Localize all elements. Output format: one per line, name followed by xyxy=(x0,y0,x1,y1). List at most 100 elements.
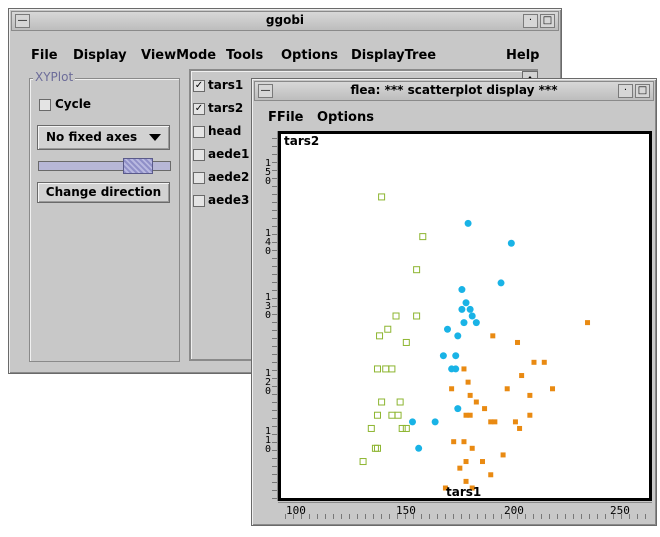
scatter-point[interactable] xyxy=(373,444,381,452)
menu-options[interactable]: Options xyxy=(317,110,374,125)
window-menu-button[interactable]: — xyxy=(15,14,30,28)
change-direction-button[interactable]: Change direction xyxy=(37,182,170,203)
scatter-point[interactable] xyxy=(467,392,473,398)
scatter-point[interactable] xyxy=(408,418,416,426)
scatter-point[interactable] xyxy=(462,299,470,307)
scatter-point[interactable] xyxy=(458,286,466,294)
scatter-point[interactable] xyxy=(461,366,467,372)
scatter-point[interactable] xyxy=(464,219,472,227)
scatter-point[interactable] xyxy=(359,458,367,466)
scatter-point[interactable] xyxy=(454,405,462,413)
scatter-point[interactable] xyxy=(378,398,386,406)
variable-checkbox[interactable] xyxy=(193,195,205,207)
scatter-point[interactable] xyxy=(517,425,523,431)
scatter-point[interactable] xyxy=(394,411,402,419)
variable-row[interactable]: aede3 xyxy=(193,192,263,212)
horizontal-ruler[interactable]: 100 150 200 250 xyxy=(278,502,652,519)
variable-checkbox[interactable] xyxy=(193,149,205,161)
scatter-point[interactable] xyxy=(396,398,404,406)
scatter-point[interactable] xyxy=(480,459,486,465)
scatter-point[interactable] xyxy=(497,279,505,287)
scatter-point[interactable] xyxy=(500,452,506,458)
scatter-point[interactable] xyxy=(419,233,427,241)
scatter-point[interactable] xyxy=(527,412,533,418)
scatter-point[interactable] xyxy=(452,365,460,373)
scatter-point[interactable] xyxy=(527,392,533,398)
scatter-point[interactable] xyxy=(467,412,473,418)
scatter-point[interactable] xyxy=(469,485,475,491)
ggobi-titlebar[interactable]: — ggobi · □ xyxy=(11,11,559,31)
scatter-point[interactable] xyxy=(443,325,451,333)
maximize-button[interactable]: □ xyxy=(635,84,650,98)
menu-options[interactable]: Options xyxy=(281,48,338,63)
scatter-point[interactable] xyxy=(388,411,396,419)
scatter-point[interactable] xyxy=(507,239,515,247)
vertical-ruler[interactable] xyxy=(261,131,278,501)
scatter-point[interactable] xyxy=(415,444,423,452)
scatter-point[interactable] xyxy=(373,365,381,373)
variable-checkbox[interactable] xyxy=(193,172,205,184)
scatter-point[interactable] xyxy=(504,386,510,392)
scatter-point[interactable] xyxy=(492,419,498,425)
slider-handle[interactable] xyxy=(123,158,153,174)
scatter-point[interactable] xyxy=(413,266,421,274)
scatter-point[interactable] xyxy=(413,312,421,320)
variable-row[interactable]: head xyxy=(193,123,263,143)
scatter-point[interactable] xyxy=(402,338,410,346)
variable-row[interactable]: ✓ tars1 xyxy=(193,77,263,97)
scatter-point[interactable] xyxy=(473,399,479,405)
scatter-point[interactable] xyxy=(488,419,494,425)
window-menu-button[interactable]: — xyxy=(258,84,273,98)
scatter-point[interactable] xyxy=(452,352,460,360)
scatter-point[interactable] xyxy=(472,319,480,327)
scatter-point[interactable] xyxy=(431,418,439,426)
scatter-point[interactable] xyxy=(439,352,447,360)
scatter-point[interactable] xyxy=(373,411,381,419)
scatter-point[interactable] xyxy=(585,320,591,326)
scatter-point[interactable] xyxy=(457,465,463,471)
scatter-point[interactable] xyxy=(488,472,494,478)
axes-select[interactable]: No fixed axes xyxy=(37,125,170,150)
direction-slider[interactable] xyxy=(38,158,171,174)
scatter-point[interactable] xyxy=(398,424,406,432)
scatter-point[interactable] xyxy=(519,373,525,379)
scatter-point[interactable] xyxy=(458,305,466,313)
scatter-point[interactable] xyxy=(463,459,469,465)
scatter-point[interactable] xyxy=(463,478,469,484)
minimize-button[interactable]: · xyxy=(523,14,538,28)
scatter-point[interactable] xyxy=(531,359,537,365)
scatter-point[interactable] xyxy=(402,424,410,432)
menu-file[interactable]: File xyxy=(31,48,58,63)
scatterplot-canvas[interactable]: tars2 tars1 xyxy=(278,131,652,501)
scatter-point[interactable] xyxy=(469,445,475,451)
cycle-checkbox[interactable] xyxy=(39,99,51,111)
scatter-point[interactable] xyxy=(461,439,467,445)
scatter-point[interactable] xyxy=(541,359,547,365)
scatter-point[interactable] xyxy=(388,365,396,373)
scatter-point[interactable] xyxy=(465,379,471,385)
scatter-point[interactable] xyxy=(468,312,476,320)
scatter-point[interactable] xyxy=(384,325,392,333)
scatter-point[interactable] xyxy=(442,485,448,491)
scatterplot-titlebar[interactable]: — flea: *** scatterplot display *** · □ xyxy=(254,81,654,101)
scatter-point[interactable] xyxy=(392,312,400,320)
scatter-point[interactable] xyxy=(550,386,556,392)
scatter-point[interactable] xyxy=(515,339,521,345)
menu-displaytree[interactable]: DisplayTree xyxy=(351,48,437,63)
scatter-point[interactable] xyxy=(512,419,518,425)
variable-checkbox[interactable] xyxy=(193,126,205,138)
scatter-point[interactable] xyxy=(482,406,488,412)
menu-tools[interactable]: Tools xyxy=(226,48,264,63)
scatter-point[interactable] xyxy=(490,333,496,339)
scatter-point[interactable] xyxy=(451,439,457,445)
scatter-point[interactable] xyxy=(463,412,469,418)
variable-checkbox[interactable]: ✓ xyxy=(193,80,205,92)
variable-row[interactable]: aede1 xyxy=(193,146,263,166)
menu-ffile[interactable]: FFile xyxy=(268,110,304,125)
scatter-point[interactable] xyxy=(378,193,386,201)
scatter-point[interactable] xyxy=(367,424,375,432)
variable-row[interactable]: ✓ tars2 xyxy=(193,100,263,120)
scatter-point[interactable] xyxy=(449,386,455,392)
scatter-point[interactable] xyxy=(460,319,468,327)
variable-checkbox[interactable]: ✓ xyxy=(193,103,205,115)
